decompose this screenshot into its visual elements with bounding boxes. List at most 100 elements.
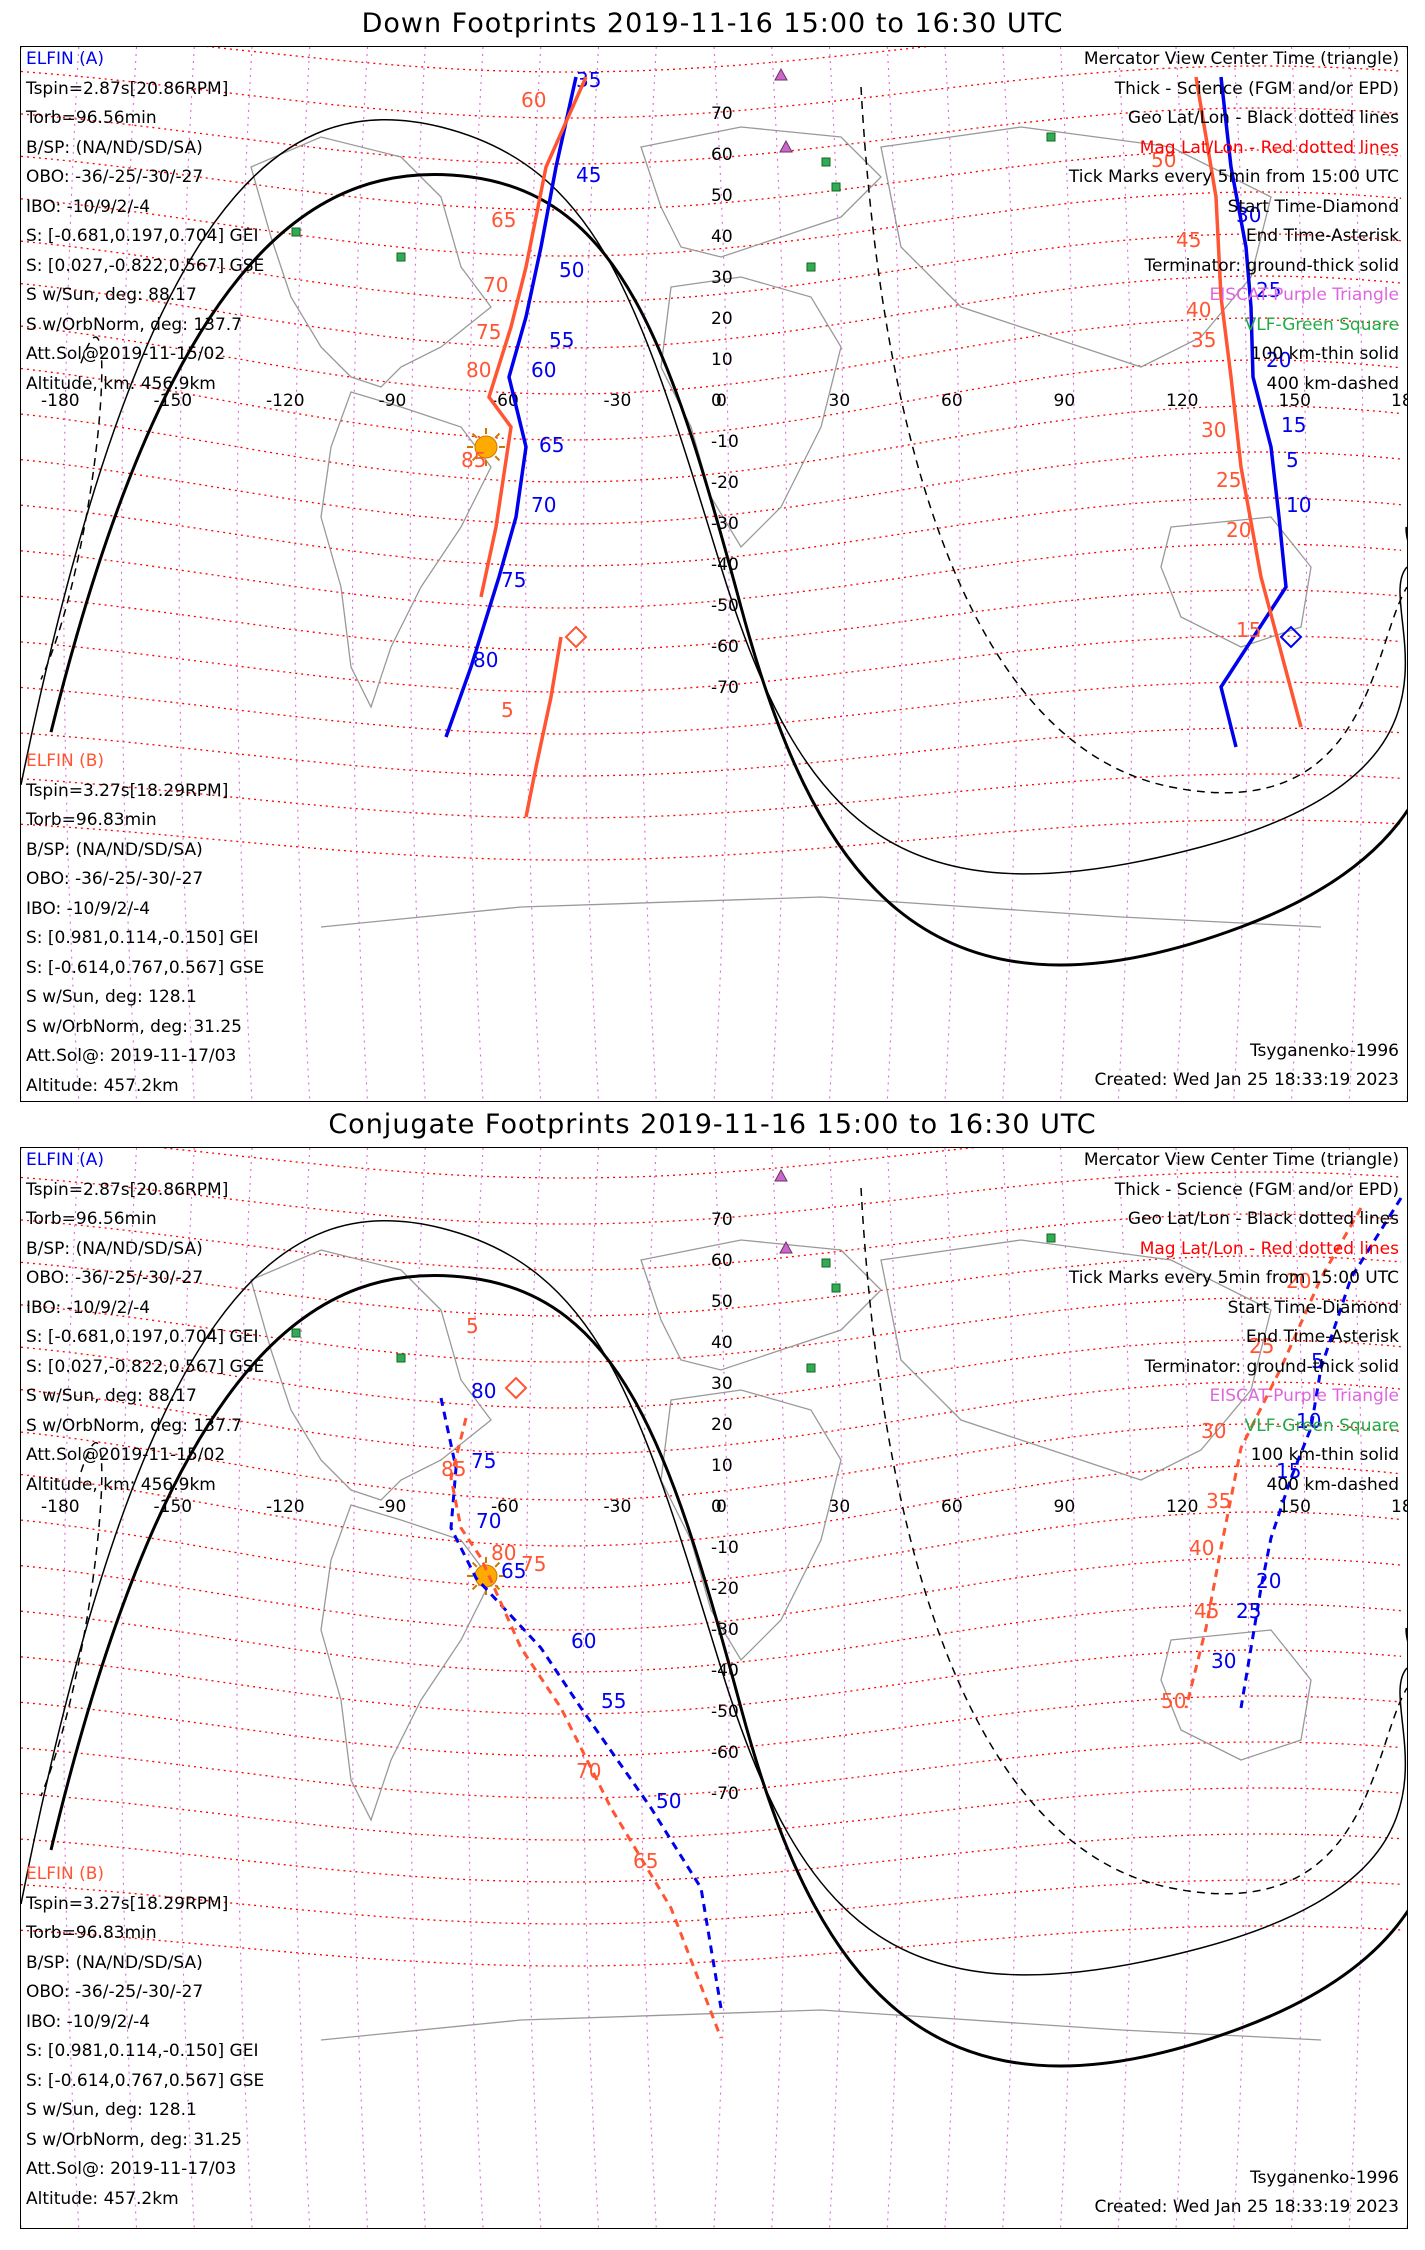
lat-tick-label: -40 [711, 555, 739, 575]
lon-tick-label: -30 [604, 1497, 632, 1517]
legend: Mercator View Center Time (triangle) Thic… [1068, 1148, 1399, 1500]
legend-item: Thick - Science (FGM and/or EPD) [1114, 78, 1399, 99]
vlf-square [831, 182, 841, 192]
lat-tick-label: 0 [711, 391, 722, 411]
vlf-square [821, 157, 831, 167]
lat-tick-label: 40 [711, 1333, 733, 1353]
geo-lon-line [525, 1148, 542, 2228]
legend-item: Mercator View Center Time (triangle) [1083, 1150, 1399, 1170]
elfin-a-line: Altitude, km: 456.9km [26, 1474, 216, 1495]
created-label: Created: Wed Jan 25 18:33:19 2023 [1094, 1070, 1399, 1090]
lon-tick-label: -120 [266, 1497, 305, 1517]
elfin-a-tick-label: 20 [1266, 348, 1291, 372]
sun-ray [494, 432, 501, 439]
mag-lat-line [21, 1925, 1402, 1967]
geo-lon-line [771, 47, 788, 1101]
elfin-a-tick-label: 5 [1286, 448, 1299, 472]
lat-tick-label: -10 [711, 1538, 739, 1558]
legend-item: Tick Marks every 5min from 15:00 UTC [1068, 1268, 1399, 1288]
elfin-a-name: ELFIN (A) [26, 1150, 105, 1170]
elfin-a-tick-label: 50 [656, 1789, 681, 1813]
lat-tick-label: 40 [711, 227, 733, 247]
elfin-b-line: B/SP: (NA/ND/SD/SA) [26, 1952, 203, 1973]
lat-tick-label: -70 [711, 1784, 739, 1804]
mag-lat-line [21, 275, 1402, 349]
elfin-a-line: Altitude, km: 456.9km [26, 373, 216, 394]
lat-tick-label: 60 [711, 145, 733, 165]
lon-tick-label: 30 [829, 1497, 851, 1517]
lon-tick-label: -180 [41, 391, 80, 411]
lon-tick-label: 180 [1391, 391, 1407, 411]
elfin-b-line: Torb=96.83min [26, 810, 157, 830]
elfin-a-tick-label: 10 [1286, 493, 1311, 517]
lon-tick-label: -120 [266, 391, 305, 411]
geo-lon-line [409, 47, 426, 1101]
elfin-a-info: ELFIN (A) Tspin=2.87s[20.86RPM] Torb=96.… [26, 47, 265, 399]
coastline [320, 1504, 492, 1822]
mag-lat-line [21, 1557, 1402, 1631]
elfin-b-track-west [479, 76, 588, 598]
legend: Mercator View Center Time (triangle) Thic… [1069, 47, 1399, 399]
geo-lon-line [1233, 1148, 1250, 2228]
legend-item: End Time-Asterisk [1245, 1327, 1399, 1347]
map-area: -180-150-120-90-60-300306090120150180706… [20, 46, 1408, 1102]
lat-tick-label: 60 [711, 1251, 733, 1271]
elfin-b-tick-label: 20 [1226, 518, 1251, 542]
elfin-b-track-east [1184, 1207, 1363, 1709]
geo-lon-line [63, 1148, 80, 2228]
lon-tick-label: 180 [1391, 1497, 1407, 1517]
mag-lat-line [21, 1833, 1402, 1883]
geo-lon-line [1002, 1148, 1019, 2228]
elfin-b-tick-label: 80 [491, 1541, 516, 1565]
geo-lon-line [713, 47, 730, 1101]
elfin-b-track-south [524, 636, 563, 818]
vlf-square [806, 1363, 816, 1373]
lat-tick-label: -70 [711, 678, 739, 698]
elfin-b-track-east [1194, 76, 1303, 728]
geo-lon-line [236, 47, 253, 1101]
map-svg: -180-150-120-90-60-300306090120150180706… [21, 47, 1407, 1101]
elfin-b-line: IBO: -10/9/2/-4 [26, 898, 151, 919]
elfin-b-line: Altitude: 457.2km [26, 1075, 179, 1096]
lat-tick-label: -40 [711, 1661, 739, 1681]
legend-item: Terminator: ground-thick solid [1144, 255, 1399, 276]
elfin-b-tick-label: 25 [1249, 1334, 1274, 1358]
elfin-a-track-west [439, 1397, 723, 2009]
geo-lon-line [944, 1148, 961, 2228]
legend-item: End Time-Asterisk [1245, 226, 1399, 246]
coastline [1160, 1629, 1312, 1761]
elfin-a-tick-label: 60 [531, 358, 556, 382]
coastline [880, 1239, 1272, 1481]
mag-lat-line [21, 727, 1402, 777]
elfin-b-line: S: [0.981,0.114,-0.150] GEI [26, 928, 259, 948]
lon-tick-label: -90 [379, 391, 407, 411]
elfin-b-info: ELFIN (B) Tspin=3.27s[18.29RPM] Torb=96.… [26, 1860, 264, 2214]
geo-lon-line [1117, 1148, 1134, 2228]
geo-lon-line [1233, 47, 1250, 1101]
mag-lat-line [21, 405, 1402, 483]
lat-tick-label: 50 [711, 186, 733, 206]
lon-tick-label: 120 [1166, 1497, 1198, 1517]
geo-lon-line [178, 47, 195, 1101]
eiscat-triangle [774, 67, 788, 81]
mag-lat-line [21, 773, 1402, 819]
elfin-a-line: Tspin=2.87s[20.86RPM] [26, 1179, 229, 1200]
down-footprints-panel: Down Footprints 2019-11-16 15:00 to 16:3… [0, 0, 1425, 1105]
geo-lon-line [640, 47, 657, 1101]
terminator-ground [49, 1274, 1407, 2068]
elfin-a-line: S: [0.027,-0.822,0.567] GSE [26, 255, 265, 276]
start-diamond [504, 1376, 528, 1400]
elfin-a-tick-label: 15 [1281, 413, 1306, 437]
elfin-b-line: B/SP: (NA/ND/SD/SA) [26, 839, 203, 860]
sun-ray [471, 1584, 478, 1591]
geo-lon-line [1002, 47, 1019, 1101]
sun-icon [474, 435, 498, 459]
elfin-b-tick-label: 45 [1176, 228, 1201, 252]
elfin-b-tick-label: 50 [1161, 1689, 1186, 1713]
elfin-b-tick-label: 30 [1201, 1419, 1226, 1443]
elfin-b-info: ELFIN (B) Tspin=3.27s[18.29RPM] Torb=96.… [26, 747, 264, 1101]
geo-lon-line [944, 47, 961, 1101]
elfin-b-tick-label: 75 [476, 320, 501, 344]
legend-item: Start Time-Diamond [1227, 1297, 1399, 1318]
coastline [250, 136, 492, 388]
